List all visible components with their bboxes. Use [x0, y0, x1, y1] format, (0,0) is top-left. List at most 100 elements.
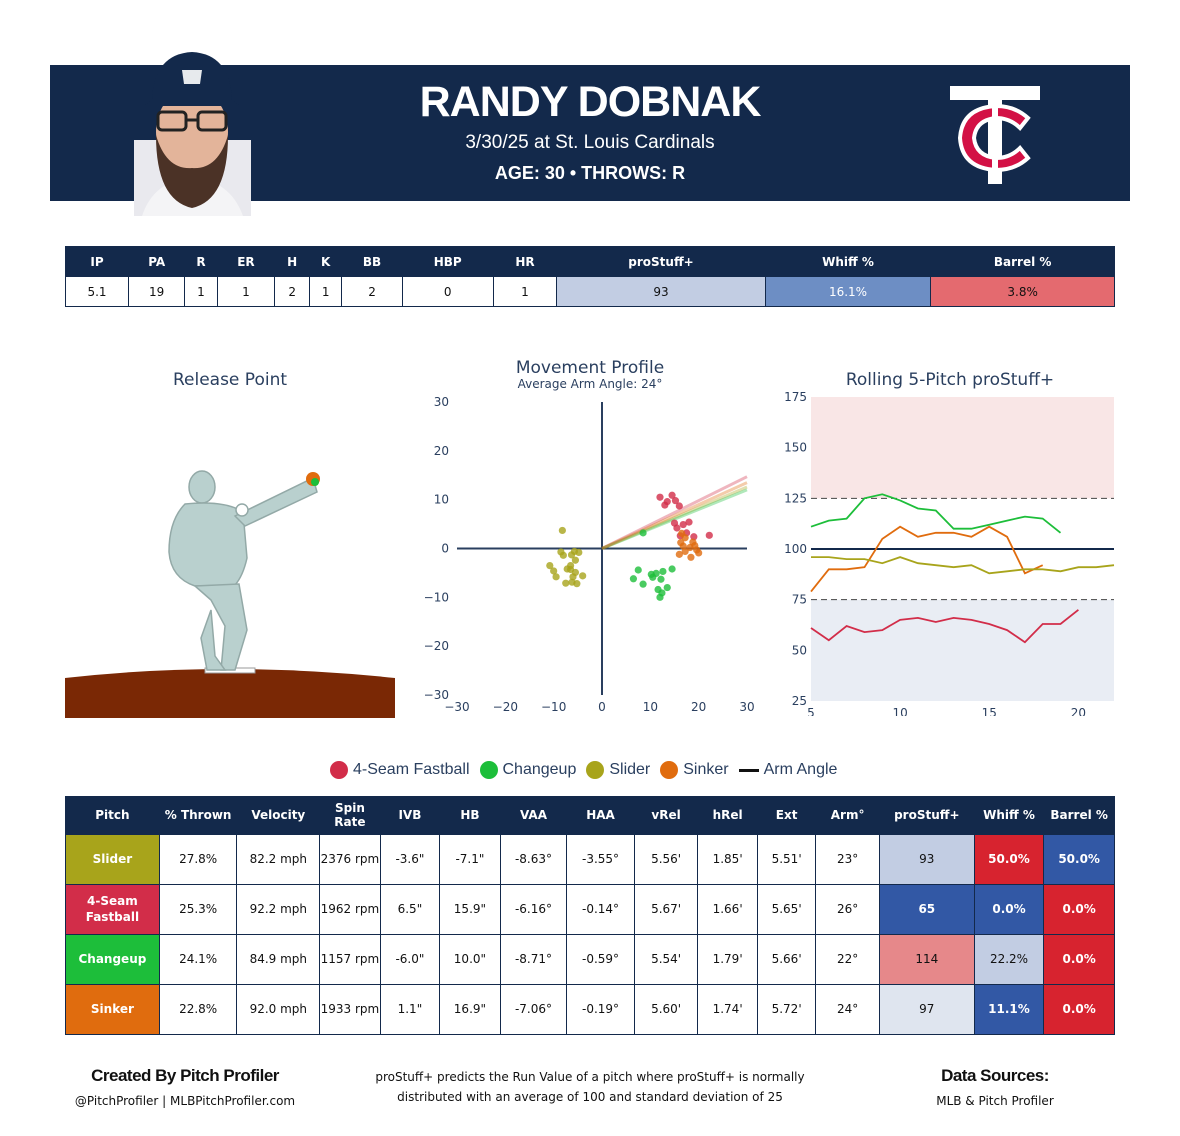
- pitch-name-cell: Changeup: [65, 934, 160, 985]
- pitch-metrics-table: Pitch% Thrown Velocity Spin Rate IVB HB VAA HA…: [65, 796, 1115, 1035]
- rolling-series-line: [810, 493, 1062, 534]
- y-tick-label: 0: [441, 542, 449, 556]
- movement-point: [575, 548, 583, 557]
- player-name: RANDY DOBNAK: [419, 78, 762, 126]
- pitch-name-cell: Slider: [65, 834, 160, 885]
- movement-point: [671, 497, 680, 505]
- summary-header-cell: proStuff+: [556, 246, 766, 277]
- rolling-series-line: [811, 556, 1115, 575]
- y-tick-label: 175: [784, 390, 807, 404]
- pitch-header-cell: hRel: [697, 796, 758, 835]
- movement-point: [649, 573, 657, 581]
- legend-item: Arm Angle: [738, 761, 837, 779]
- summary-header-cell: K: [308, 246, 343, 277]
- rolling-series-line: [810, 609, 1079, 644]
- movement-point: [546, 561, 554, 570]
- legend-dot-icon: [479, 761, 498, 779]
- movement-point: [663, 583, 671, 592]
- pitch-header-cell: Arm°: [815, 796, 880, 835]
- summary-header-cell: R: [184, 246, 218, 277]
- pitch-metric-cell: 84.9 mph: [236, 934, 321, 985]
- pitch-metric-cell: 82.2 mph: [236, 834, 321, 885]
- movement-point: [661, 501, 669, 509]
- legend-item: 4-Seam Fastball: [330, 761, 470, 779]
- release-point-diagram: [65, 470, 395, 718]
- summary-value-cell: 3.8%: [930, 276, 1115, 307]
- pitch-header-cell: HB: [439, 796, 501, 835]
- summary-value-cell: 19: [127, 276, 186, 307]
- summary-header-cell: H: [274, 246, 310, 277]
- footer-prostuff-note: proStuff+ predicts the Run Value of a pi…: [350, 1067, 830, 1108]
- pitch-metric-cell: 24°: [815, 984, 880, 1035]
- y-tick-label: 75: [792, 593, 807, 607]
- arm-angle-line: [601, 488, 748, 550]
- summary-value-cell: 0: [401, 276, 494, 307]
- rolling-prostuff-chart: 25 50 75 100 125 150 175 5 10 15 20: [784, 390, 1115, 716]
- movement-point: [659, 567, 667, 576]
- table-row: 4-Seam Fastball 25.3% 92.2 mph 1962 rpm 6.5"…: [65, 884, 1115, 935]
- pitch-rating-cell: 93: [878, 834, 975, 885]
- x-tick-label: 20: [1071, 706, 1086, 716]
- pitch-rating-cell: 97: [878, 984, 975, 1035]
- pitch-metric-cell: -8.71°: [499, 934, 568, 985]
- summary-value-cell: 5.1: [65, 276, 129, 307]
- pitch-header-cell: % Thrown: [158, 796, 238, 835]
- pitch-rating-cell: 11.1%: [973, 984, 1045, 1035]
- pitch-metric-cell: -3.55°: [566, 834, 635, 885]
- x-tick-label: 10: [892, 706, 907, 716]
- pitch-rating-cell: 50.0%: [1043, 834, 1115, 885]
- x-tick-label: −30: [444, 700, 469, 714]
- movement-point: [675, 502, 683, 510]
- movement-point: [579, 572, 587, 580]
- footer-note-line: distributed with an average of 100 and s…: [397, 1090, 783, 1105]
- y-tick-label: −20: [424, 639, 449, 653]
- summary-value-cell: 2: [341, 276, 403, 307]
- movement-chart-subtitle: Average Arm Angle: 24°: [517, 377, 663, 391]
- pitch-header-cell: Pitch: [65, 796, 160, 835]
- pitch-header-cell: VAA: [499, 796, 568, 835]
- movement-point: [691, 541, 699, 550]
- summary-header-cell: ER: [216, 246, 276, 277]
- y-tick-label: 150: [784, 441, 807, 455]
- y-tick-label: 20: [434, 444, 449, 458]
- bio-line: AGE: 30 • THROWS: R: [494, 163, 686, 183]
- pitch-metric-cell: 5.60': [633, 984, 699, 1035]
- movement-point: [566, 561, 575, 570]
- pitch-metric-cell: 92.0 mph: [236, 984, 321, 1035]
- movement-point: [675, 550, 683, 558]
- pitch-metric-cell: 10.0": [439, 934, 501, 985]
- pitch-metric-cell: -0.19°: [566, 984, 635, 1035]
- pitch-rating-cell: 0.0%: [1043, 884, 1115, 935]
- movement-point: [639, 580, 647, 588]
- movement-point: [573, 580, 581, 588]
- x-tick-label: 0: [598, 700, 606, 714]
- pitch-metric-cell: 1.79': [697, 934, 758, 985]
- pitch-metric-cell: -6.0": [379, 934, 441, 985]
- arm-angle-line: [601, 485, 748, 550]
- movement-point: [681, 547, 689, 556]
- movement-point: [687, 553, 695, 561]
- movement-point: [656, 493, 664, 501]
- pitch-metric-cell: 26°: [815, 884, 880, 935]
- arm-angle-line: [601, 481, 748, 550]
- mound-icon: [65, 669, 395, 718]
- x-tick-label: 20: [691, 700, 706, 714]
- arm-angle-line: [601, 475, 748, 550]
- movement-point: [557, 548, 565, 556]
- release-point-title: Release Point: [172, 370, 288, 390]
- pitch-header-cell: Ext: [756, 796, 817, 835]
- rolling-series-line: [810, 525, 1044, 593]
- pitch-metric-cell: 1.66': [697, 884, 758, 935]
- summary-header-cell: BB: [341, 246, 403, 277]
- summary-value-cell: 16.1%: [764, 276, 932, 307]
- pitch-metric-cell: 1.1": [379, 984, 441, 1035]
- band-rect: [811, 599, 1114, 701]
- movement-chart-title: Movement Profile: [515, 358, 665, 378]
- pitch-metric-cell: 1157 rpm: [319, 934, 381, 985]
- y-tick-label: 50: [792, 643, 807, 657]
- movement-point: [705, 531, 713, 539]
- y-tick-label: 30: [434, 395, 449, 409]
- pitch-name-cell: Sinker: [65, 984, 160, 1035]
- summary-header-cell: PA: [127, 246, 186, 277]
- movement-point: [634, 566, 642, 574]
